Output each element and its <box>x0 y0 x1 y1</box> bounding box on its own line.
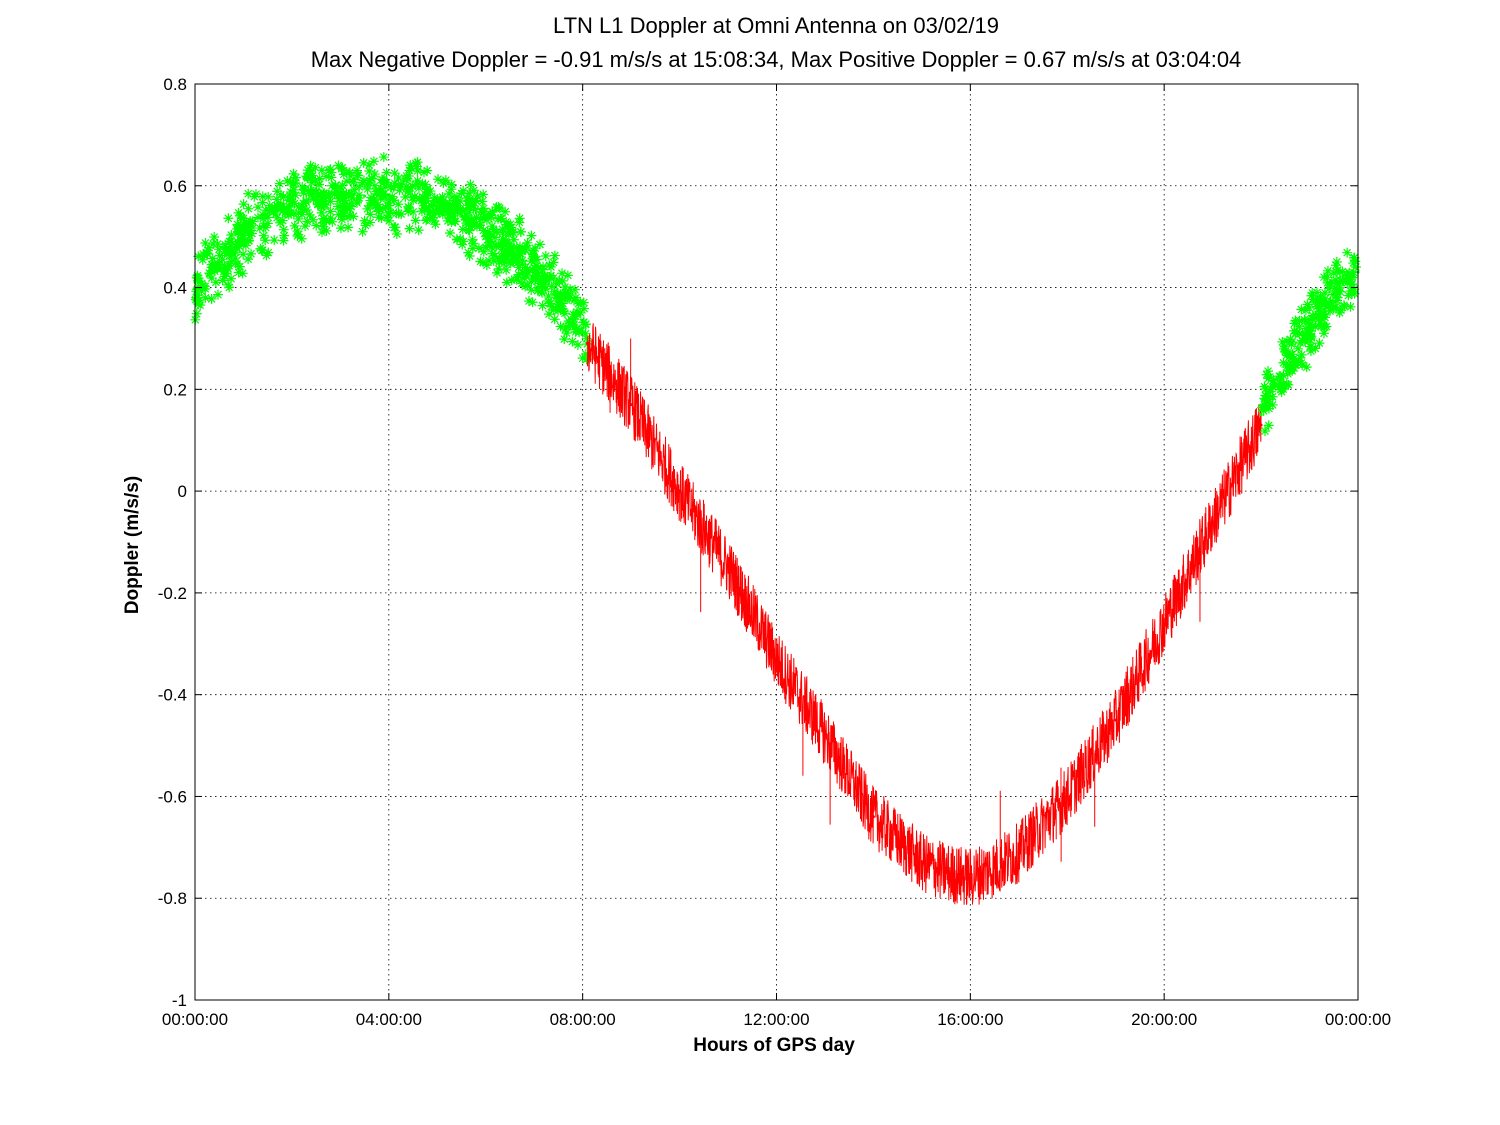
data-point <box>338 194 342 198</box>
data-point <box>532 265 536 269</box>
series-2 <box>1256 247 1361 437</box>
data-point <box>1283 362 1287 366</box>
chart-subtitle: Max Negative Doppler = -0.91 m/s/s at 15… <box>311 47 1242 72</box>
x-tick-label: 12:00:00 <box>743 1010 809 1029</box>
y-tick-label: -0.6 <box>158 787 187 806</box>
data-point <box>411 194 415 198</box>
data-point <box>556 296 560 300</box>
data-point <box>1259 423 1263 427</box>
data-point <box>1259 413 1263 417</box>
data-point <box>484 230 488 234</box>
data-point <box>678 489 682 493</box>
x-tick-label: 00:00:00 <box>1325 1010 1391 1029</box>
y-tick-label: -0.8 <box>158 889 187 908</box>
data-point <box>944 871 948 875</box>
data-point <box>435 199 439 203</box>
data-point <box>586 342 590 346</box>
y-tick-label: 0 <box>178 482 187 501</box>
data-point <box>363 194 367 198</box>
data-point <box>871 815 875 819</box>
data-point <box>993 866 997 870</box>
data-point <box>217 260 221 264</box>
x-tick-label: 16:00:00 <box>937 1010 1003 1029</box>
series-centerline <box>588 344 1262 878</box>
grid <box>195 84 1358 1000</box>
x-tick-label: 20:00:00 <box>1131 1010 1197 1029</box>
data-point <box>290 204 294 208</box>
x-axis-label: Hours of GPS day <box>693 1035 855 1056</box>
data-point <box>1211 520 1215 524</box>
x-tick-label: 00:00:00 <box>162 1010 228 1029</box>
y-tick-label: 0.6 <box>163 177 187 196</box>
data-point <box>241 235 245 239</box>
data-point <box>1065 794 1069 798</box>
data-point <box>968 876 972 880</box>
data-point <box>1308 326 1312 330</box>
axes-ticks: 00:00:00 04:00:00 08:00:00 12:00:00 16:00:00… <box>158 75 1391 1029</box>
data-point <box>920 861 924 865</box>
data-series <box>190 152 1361 905</box>
data-point <box>629 403 633 407</box>
data-point <box>387 194 391 198</box>
x-tick-label: 08:00:00 <box>550 1010 616 1029</box>
data-point <box>726 565 730 569</box>
series-markers <box>1256 247 1361 437</box>
series-0 <box>190 152 593 365</box>
chart-title: LTN L1 Doppler at Omni Antenna on 03/02/… <box>553 13 999 38</box>
data-point <box>1114 718 1118 722</box>
y-tick-label: -0.2 <box>158 584 187 603</box>
data-point <box>1017 850 1021 854</box>
y-tick-label: -1 <box>172 991 187 1010</box>
data-point <box>1332 291 1336 295</box>
data-point <box>314 194 318 198</box>
data-point <box>266 214 270 218</box>
data-point <box>775 657 778 661</box>
data-point <box>1162 621 1166 625</box>
data-point <box>823 733 827 737</box>
data-point <box>581 326 585 330</box>
y-tick-label: 0.2 <box>163 380 187 399</box>
y-tick-label: 0.8 <box>163 75 187 94</box>
data-point <box>460 214 464 218</box>
data-point <box>508 245 512 249</box>
series-trace <box>587 323 1262 905</box>
x-tick-label: 04:00:00 <box>356 1010 422 1029</box>
y-tick-label: 0.4 <box>163 279 187 298</box>
series-1 <box>586 323 1263 905</box>
y-axis-label: Doppler (m/s/s) <box>122 476 143 614</box>
series-markers <box>190 152 593 365</box>
y-tick-label: -0.4 <box>158 686 187 705</box>
